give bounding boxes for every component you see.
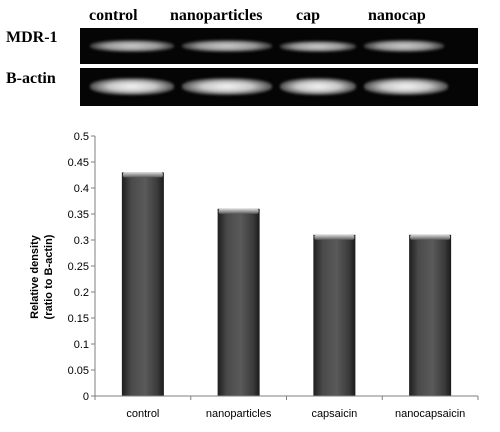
gel-band-mdr1-nanocap [364,40,444,52]
bar-capsaicin [313,234,356,396]
bar-nanocapsaicin [409,234,452,396]
y-tick-label: 0.3 [74,235,89,247]
gel-image-mdr1 [80,28,478,64]
gel-band-mdr1-control [90,40,174,52]
y-axis: 0 0.05 0.1 0.15 0.2 0.25 0.3 0.35 0.4 0.45 0.5 [68,131,96,403]
bar-chart: 0 0.05 0.1 0.15 0.2 0.25 0.3 0.35 0.4 0.45 0.5 con… [29,131,479,420]
lane-label-cap: cap [296,7,320,24]
bar-highlight-nanocapsaicin [410,234,451,240]
bar-highlight-control [122,172,163,178]
y-tick-label: 0.35 [68,209,89,221]
lane-label-control: control [89,7,138,24]
gel-band-actin-cap [280,78,356,95]
gel-band-actin-nanocap [364,78,448,95]
x-axis: control nanoparticles capsaicin nanocapsaic… [94,395,479,420]
x-tick-label: control [126,408,159,420]
row-label-b-actin: B-actin [6,70,56,87]
y-tick-label: 0.2 [74,287,89,299]
gel-image-b-actin [80,68,478,106]
gel-band-mdr1-cap [280,41,356,52]
x-tick-label: nanoparticles [206,408,272,420]
y-tick-label: 0.1 [74,339,89,351]
gel-band-mdr1-nanoparticles [182,40,272,52]
bar-highlight-capsaicin [314,234,355,240]
y-tick-label: 0.45 [68,157,89,169]
y-axis-title-line1: Relative density [29,234,41,319]
bar-highlight-nanoparticles [218,208,259,214]
bar-control [121,172,164,396]
bars [121,172,452,396]
y-tick-label: 0 [83,391,89,403]
y-tick-label: 0.25 [68,261,89,273]
bar-nanoparticles [217,208,260,396]
lane-label-nanoparticles: nanoparticles [170,7,263,24]
y-axis-title-line2: (ratio to B-actin) [43,234,55,319]
y-tick-label: 0.5 [74,131,89,143]
y-tick-label: 0.15 [68,313,89,325]
x-tick-label: capsaicin [311,408,357,420]
y-tick-label: 0.05 [68,365,89,377]
gel-band-actin-nanoparticles [182,78,272,95]
row-label-mdr1: MDR-1 [6,29,58,46]
lane-label-nanocap: nanocap [368,7,426,24]
gel-band-actin-control [90,78,174,95]
x-tick-label: nanocapsaicin [395,408,465,420]
y-tick-label: 0.4 [74,183,89,195]
